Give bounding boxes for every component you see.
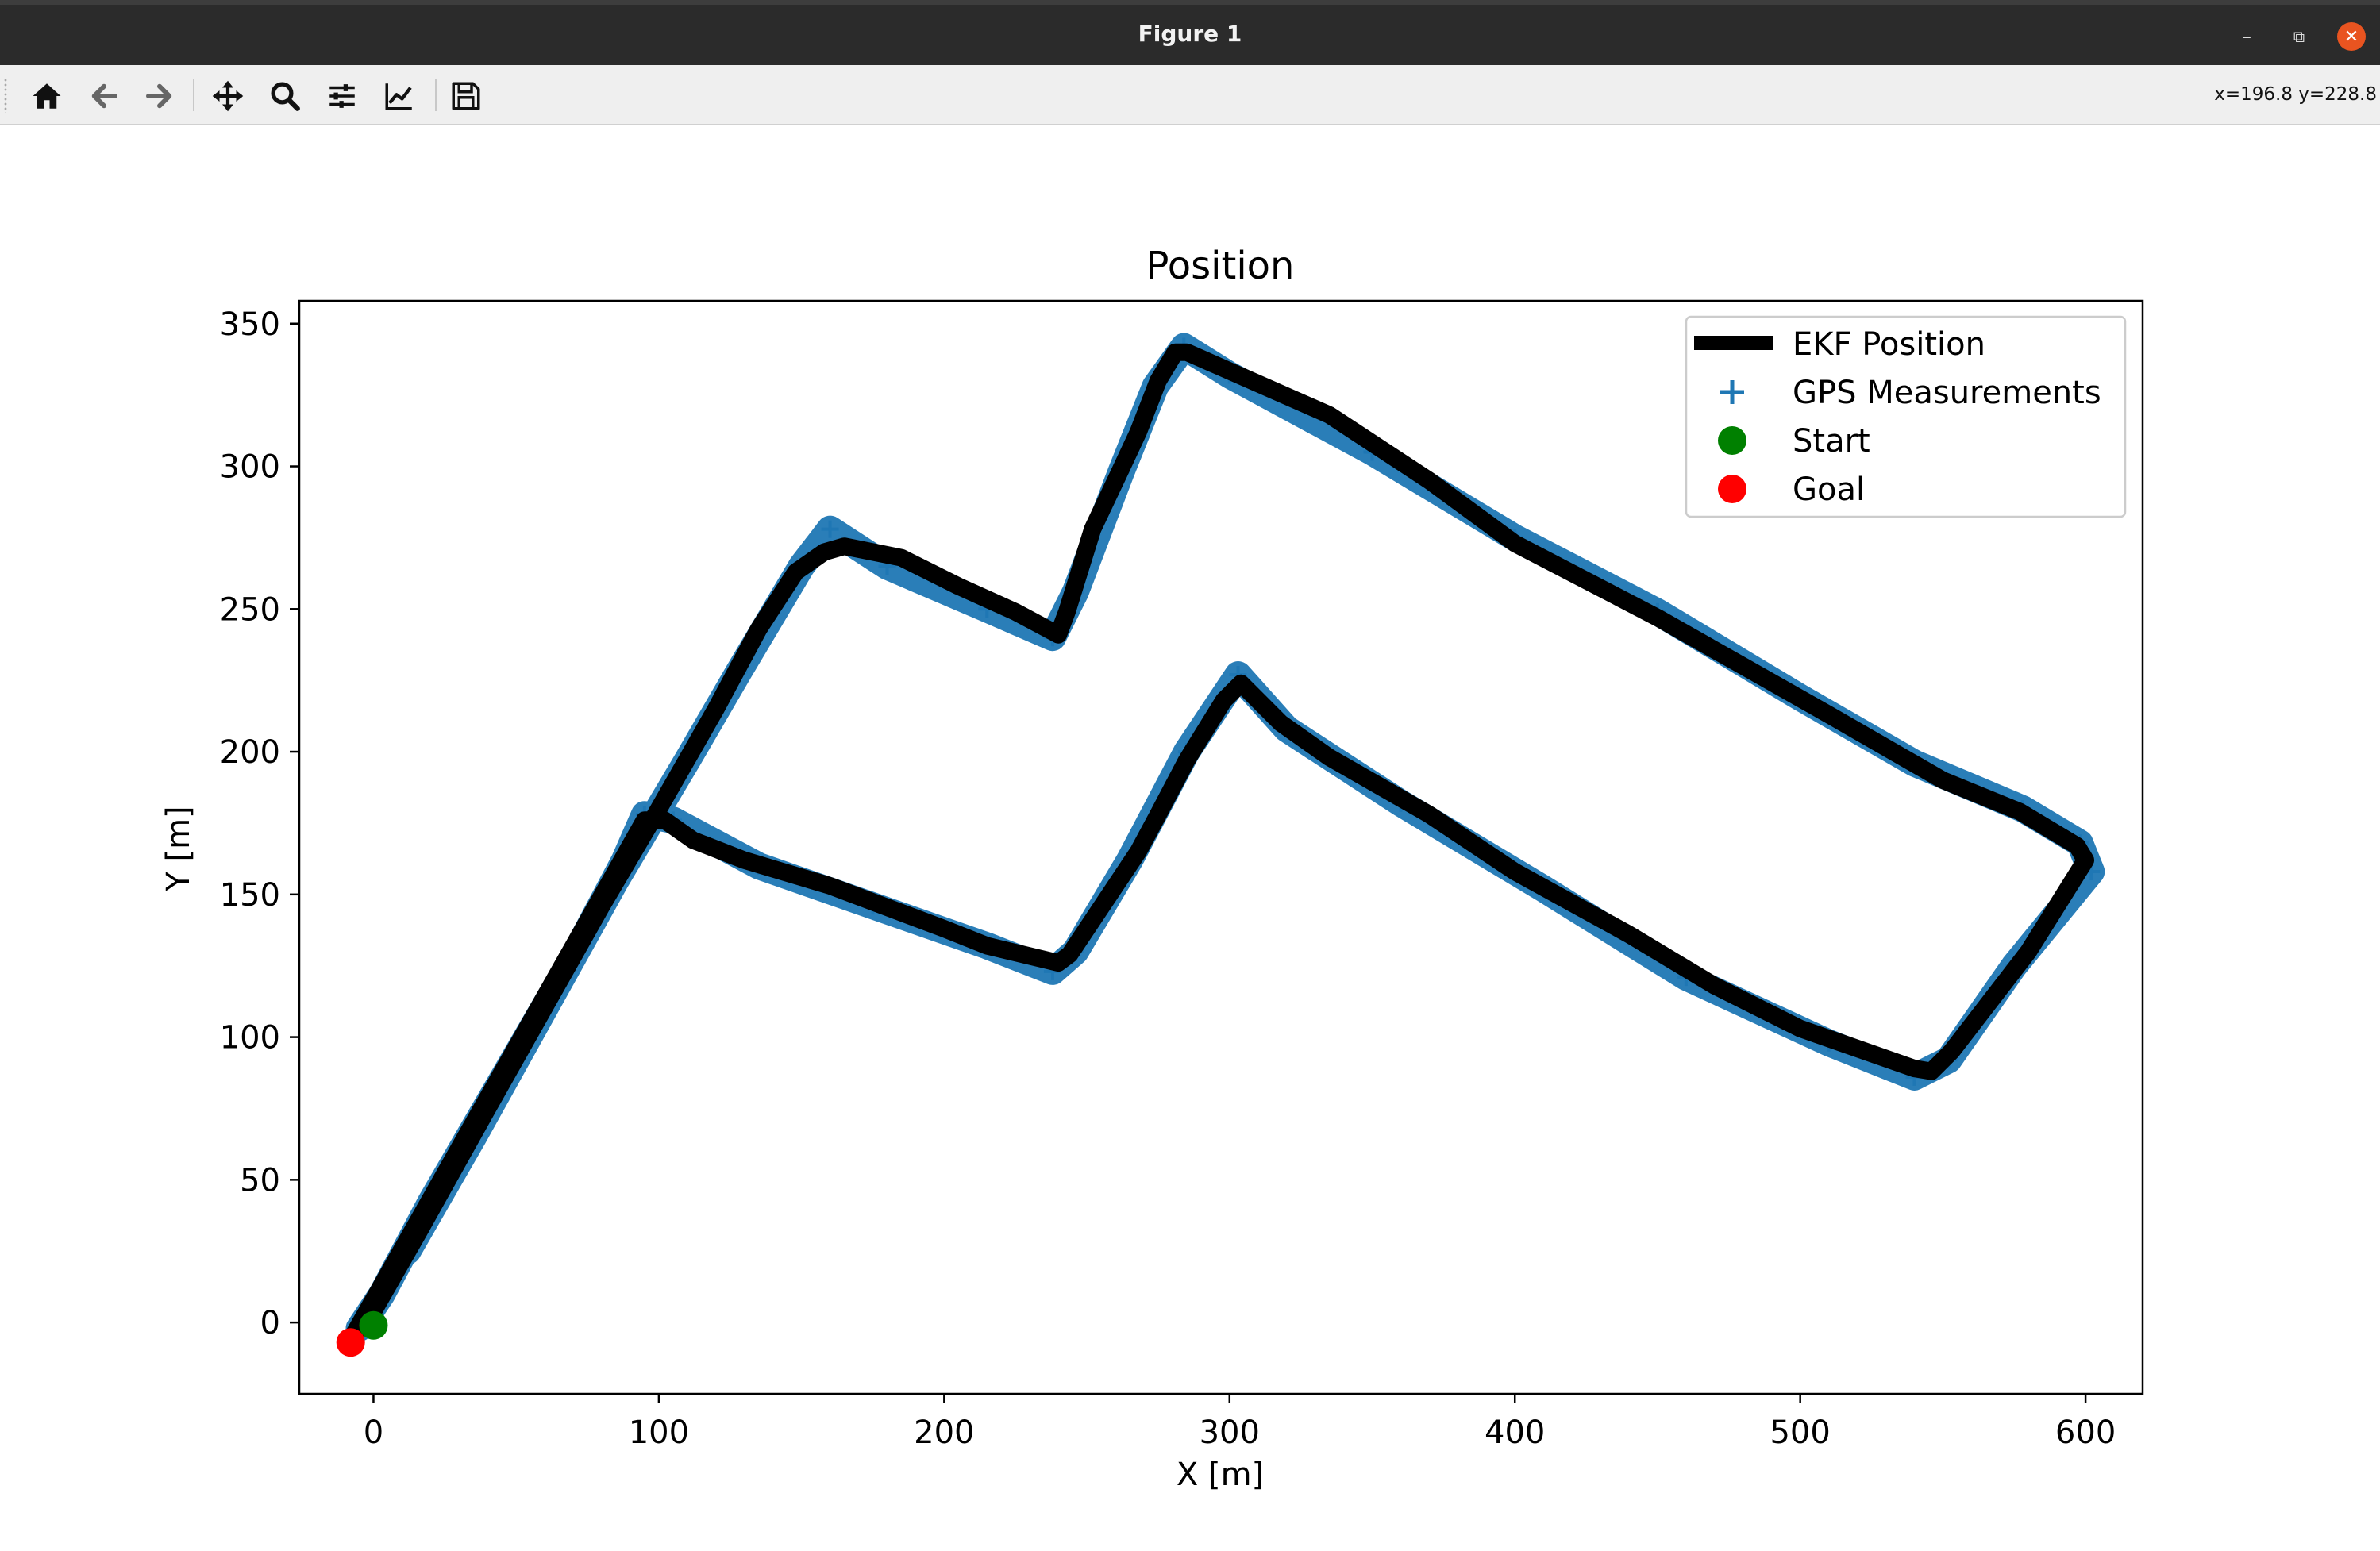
axes-frame [298,299,2144,1395]
window-title: Figure 1 [1138,21,1242,47]
y-tick-label: 350 [220,306,280,343]
back-icon [91,83,117,109]
pan-icon [212,80,244,112]
zoom-icon [271,82,300,111]
close-button[interactable]: ✕ [2337,22,2366,51]
x-axis-label: X [m] [1177,1457,1264,1493]
legend-goal-swatch [1718,475,1746,503]
home-button[interactable] [29,78,65,114]
legend-label: EKF Position [1793,326,1985,363]
x-axis-ticks: 0 100 200 300 400 500 600 [364,1394,2116,1451]
y-tick-label: 300 [220,449,280,486]
figure-canvas[interactable]: Position 0 100 200 300 400 500 600 0 50 100 150 20… [0,125,2380,1551]
toolbar-separator [193,79,194,111]
pan-button[interactable] [210,78,246,114]
x-tick-label: 300 [1200,1414,1260,1451]
gps-point [821,520,839,538]
plot-series [336,333,2105,1357]
y-tick-label: 150 [220,877,280,914]
cursor-coordinates: x=196.8 y=228.8 [2214,84,2377,105]
window-titlebar: Figure 1 – ⧉ ✕ [0,0,2380,65]
chart-title: Position [1146,244,1295,288]
y-axis-ticks: 0 50 100 150 200 250 300 350 [220,306,299,1341]
save-button[interactable] [448,78,484,114]
configure-subplots-icon [329,84,355,108]
forward-button[interactable] [141,78,178,114]
configure-subplots-button[interactable] [324,78,360,114]
chart-legend: EKF Position GPS Measurements Start Goal [1685,315,2127,518]
x-tick-label: 0 [364,1414,383,1451]
toolbar-separator [435,79,437,111]
legend-start-swatch [1718,426,1746,455]
x-tick-label: 600 [2055,1414,2116,1451]
start-point [359,1310,388,1340]
ekf-position-line [341,343,2095,1349]
legend-label: Goal [1793,471,1865,508]
zoom-button[interactable] [267,78,303,114]
legend-frame [1685,315,2127,518]
edit-axis-button[interactable] [381,78,418,114]
y-tick-label: 100 [220,1020,280,1056]
x-tick-label: 400 [1485,1414,1545,1451]
forward-icon [146,83,172,109]
back-button[interactable] [86,78,122,114]
maximize-button[interactable]: ⧉ [2293,27,2305,46]
x-tick-label: 100 [629,1414,689,1451]
legend-label: Start [1793,423,1870,460]
navigation-toolbar: x=196.8 y=228.8 [0,65,2380,125]
goal-point [336,1328,365,1357]
minimize-button[interactable]: – [2242,25,2251,48]
save-icon [452,82,480,110]
legend-gps-swatch [1720,380,1744,404]
y-tick-label: 200 [220,734,280,771]
y-tick-label: 0 [260,1305,280,1341]
y-tick-label: 50 [240,1162,280,1199]
toolbar-grip[interactable] [3,78,8,113]
edit-axis-icon [385,83,412,110]
legend-label: GPS Measurements [1793,375,2101,411]
y-tick-label: 250 [220,591,280,628]
y-axis-label: Y [m] [160,806,197,891]
home-icon [33,83,61,109]
x-tick-label: 500 [1770,1414,1830,1451]
x-tick-label: 200 [914,1414,974,1451]
